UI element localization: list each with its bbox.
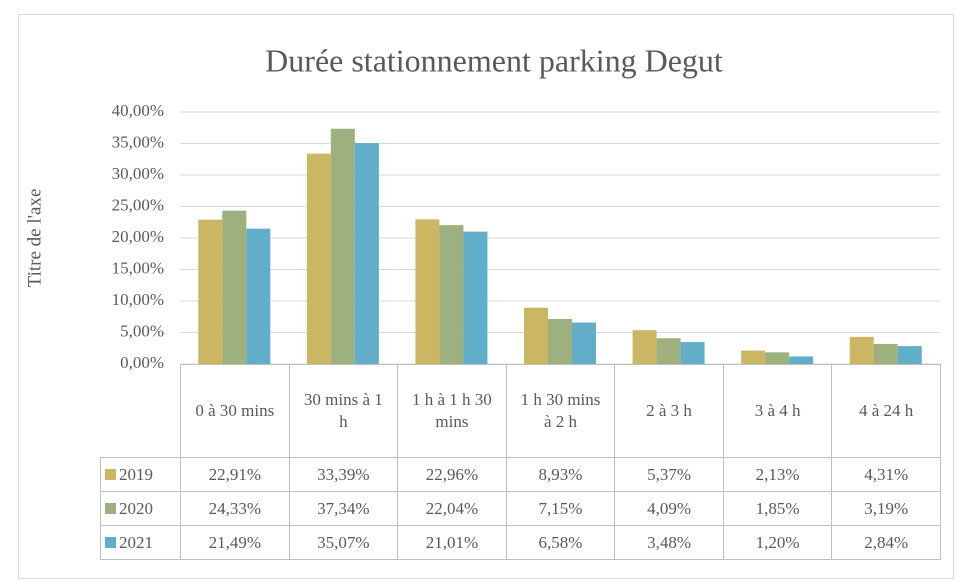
legend-entry: 2020 bbox=[100, 491, 181, 526]
table-value: 4,31% bbox=[831, 457, 941, 492]
bar bbox=[765, 352, 790, 364]
y-tick-label: 25,00% bbox=[112, 195, 164, 214]
bar bbox=[632, 330, 657, 364]
category-label: 30 mins à 1 h bbox=[288, 364, 399, 458]
legend-entry: 2021 bbox=[100, 525, 181, 560]
legend-entry: 2019 bbox=[100, 457, 181, 492]
table-value: 2,84% bbox=[831, 525, 941, 560]
bar bbox=[572, 322, 596, 364]
table-value: 22,96% bbox=[397, 457, 507, 492]
legend-label: 2021 bbox=[119, 532, 153, 552]
bar bbox=[656, 338, 681, 364]
table-value: 3,48% bbox=[614, 525, 724, 560]
table-value: 24,33% bbox=[180, 491, 290, 526]
category-label: 0 à 30 mins bbox=[180, 364, 290, 458]
bar bbox=[198, 219, 223, 364]
table-row: 2020 24,33% 37,34% 22,04% 7,15% 4,09% 1,85% 3,1… bbox=[100, 491, 941, 526]
y-tick-label: 20,00% bbox=[112, 227, 164, 246]
bar bbox=[306, 153, 331, 364]
bar bbox=[330, 128, 355, 364]
chart-title: Durée stationnement parking Degut bbox=[265, 42, 723, 78]
category-label: 1 h 30 mins à 2 h bbox=[505, 364, 616, 458]
bar bbox=[897, 346, 922, 364]
legend-label: 2020 bbox=[119, 498, 153, 518]
table-row: 2021 21,49% 35,07% 21,01% 6,58% 3,48% 1,20% 2,8… bbox=[100, 525, 941, 560]
table-value: 1,20% bbox=[722, 525, 833, 560]
legend-swatch bbox=[105, 536, 116, 548]
category-label: 4 à 24 h bbox=[831, 364, 941, 458]
y-tick-label: 5,00% bbox=[120, 321, 164, 340]
table-value: 1,85% bbox=[722, 491, 833, 526]
bar bbox=[415, 219, 440, 364]
bar bbox=[246, 228, 271, 364]
y-axis-title: Titre de l'axe bbox=[24, 189, 45, 288]
table-value: 22,91% bbox=[180, 457, 290, 492]
y-tick-label: 30,00% bbox=[112, 164, 164, 183]
bar bbox=[548, 318, 572, 364]
legend-swatch bbox=[105, 468, 116, 480]
y-tick-label: 10,00% bbox=[112, 290, 164, 309]
bar bbox=[524, 307, 548, 364]
bar bbox=[222, 210, 247, 364]
table-value: 3,19% bbox=[831, 491, 941, 526]
table-value: 2,13% bbox=[722, 457, 833, 492]
table-value: 33,39% bbox=[288, 457, 399, 492]
bar bbox=[463, 231, 488, 364]
bar bbox=[873, 343, 898, 364]
table-value: 8,93% bbox=[505, 457, 616, 492]
table-value: 4,09% bbox=[614, 491, 724, 526]
bar bbox=[789, 356, 814, 364]
bar bbox=[741, 350, 766, 364]
y-tick-label: 0,00% bbox=[120, 353, 164, 372]
category-label: 1 h à 1 h 30 mins bbox=[397, 364, 507, 458]
table-value: 21,49% bbox=[180, 525, 290, 560]
bar bbox=[849, 336, 874, 364]
bar bbox=[354, 143, 379, 364]
table-value: 37,34% bbox=[288, 491, 399, 526]
y-tick-label: 40,00% bbox=[112, 101, 164, 120]
chart-frame bbox=[18, 14, 954, 579]
category-label: 3 à 4 h bbox=[722, 364, 833, 458]
bar bbox=[680, 342, 705, 364]
table-value: 6,58% bbox=[505, 525, 616, 560]
table-value: 5,37% bbox=[614, 457, 724, 492]
y-tick-label: 35,00% bbox=[112, 132, 164, 151]
bar bbox=[439, 225, 464, 364]
legend-label: 2019 bbox=[119, 464, 153, 484]
table-value: 21,01% bbox=[397, 525, 507, 560]
table-row: 2019 22,91% 33,39% 22,96% 8,93% 5,37% 2,13% 4,3… bbox=[100, 457, 941, 492]
category-label: 2 à 3 h bbox=[614, 364, 724, 458]
y-tick-label: 15,00% bbox=[112, 258, 164, 277]
table-value: 22,04% bbox=[397, 491, 507, 526]
legend-swatch bbox=[105, 502, 116, 514]
table-corner bbox=[101, 365, 181, 458]
table-value: 7,15% bbox=[505, 491, 616, 526]
table-value: 35,07% bbox=[288, 525, 399, 560]
